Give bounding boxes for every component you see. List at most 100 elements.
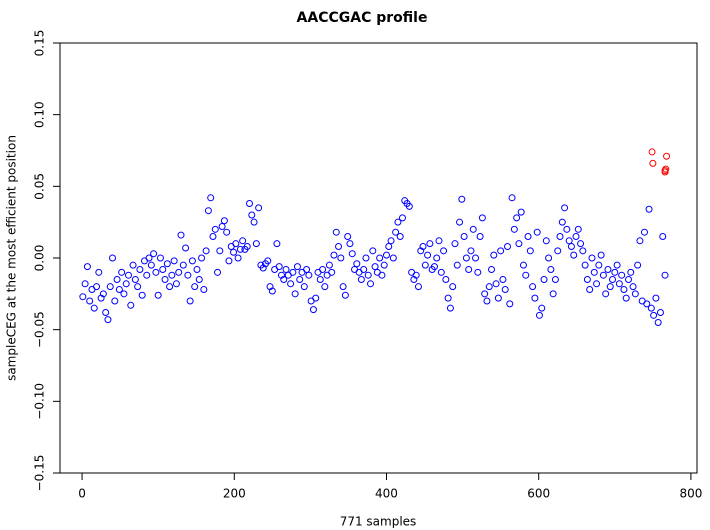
point	[344, 233, 352, 240]
point	[147, 261, 155, 269]
point	[332, 228, 340, 236]
point	[392, 228, 400, 236]
y-tick-label: −0.10	[33, 383, 47, 420]
point	[547, 265, 555, 273]
point	[325, 261, 333, 269]
point	[335, 243, 343, 251]
point	[152, 268, 160, 276]
point	[533, 228, 541, 236]
point	[309, 306, 317, 314]
point	[620, 286, 628, 294]
point	[629, 283, 637, 291]
point	[535, 311, 543, 319]
point	[115, 286, 123, 294]
x-tick-label: 400	[375, 487, 398, 501]
point	[599, 271, 607, 279]
point	[170, 257, 178, 265]
point	[490, 251, 498, 259]
point	[177, 231, 185, 239]
point	[99, 290, 107, 298]
point	[446, 304, 454, 312]
point	[606, 283, 614, 291]
point	[348, 250, 356, 258]
point	[303, 265, 311, 273]
point	[380, 261, 388, 269]
point	[567, 243, 575, 251]
point	[362, 254, 370, 262]
point	[460, 233, 468, 240]
point	[172, 280, 180, 288]
point	[604, 265, 612, 273]
point	[230, 248, 238, 256]
point	[328, 268, 336, 276]
y-tick-label: 0.15	[33, 30, 47, 57]
point	[430, 263, 438, 271]
point	[387, 237, 395, 245]
point	[435, 237, 443, 245]
point	[478, 214, 486, 222]
point	[200, 286, 208, 294]
point	[627, 268, 635, 276]
point	[529, 283, 537, 291]
point	[312, 294, 320, 302]
point	[424, 251, 432, 259]
point	[305, 271, 313, 279]
point	[472, 254, 480, 262]
point	[458, 195, 466, 203]
point	[590, 268, 598, 276]
point	[179, 261, 187, 269]
point	[611, 268, 619, 276]
point	[337, 254, 345, 262]
point	[198, 254, 206, 262]
point	[282, 265, 290, 273]
point	[127, 301, 135, 309]
point	[522, 271, 530, 279]
point	[615, 280, 623, 288]
point	[492, 280, 500, 288]
point	[656, 308, 664, 316]
point	[246, 200, 254, 208]
point	[510, 225, 518, 233]
point	[243, 243, 251, 251]
point	[131, 276, 139, 283]
point	[268, 287, 276, 295]
point	[95, 268, 103, 276]
point	[166, 283, 174, 291]
point	[382, 251, 390, 259]
point	[618, 271, 626, 279]
point	[622, 294, 630, 302]
point	[485, 283, 493, 291]
point	[517, 208, 525, 216]
x-axis-label: 771 samples	[340, 515, 417, 529]
point	[442, 276, 450, 283]
point	[654, 319, 662, 326]
point	[341, 291, 349, 299]
y-tick-label: 0.05	[33, 173, 47, 200]
point	[316, 276, 324, 283]
point	[506, 300, 514, 308]
point	[581, 261, 589, 269]
x-tick-label: 0	[78, 487, 86, 501]
point	[554, 247, 562, 255]
point	[538, 304, 546, 312]
point	[588, 254, 596, 262]
point	[252, 240, 260, 248]
point	[291, 290, 299, 298]
point	[499, 276, 507, 283]
point	[565, 237, 573, 245]
point	[451, 240, 459, 248]
point	[597, 251, 605, 259]
point	[444, 294, 452, 302]
x-tick-label: 200	[223, 487, 246, 501]
point	[572, 233, 580, 240]
point	[563, 225, 571, 233]
point	[376, 254, 384, 262]
point	[136, 265, 144, 273]
point	[474, 268, 482, 276]
point	[389, 254, 397, 262]
point	[204, 207, 212, 215]
point	[154, 291, 162, 299]
point	[647, 304, 655, 312]
point	[218, 222, 226, 230]
